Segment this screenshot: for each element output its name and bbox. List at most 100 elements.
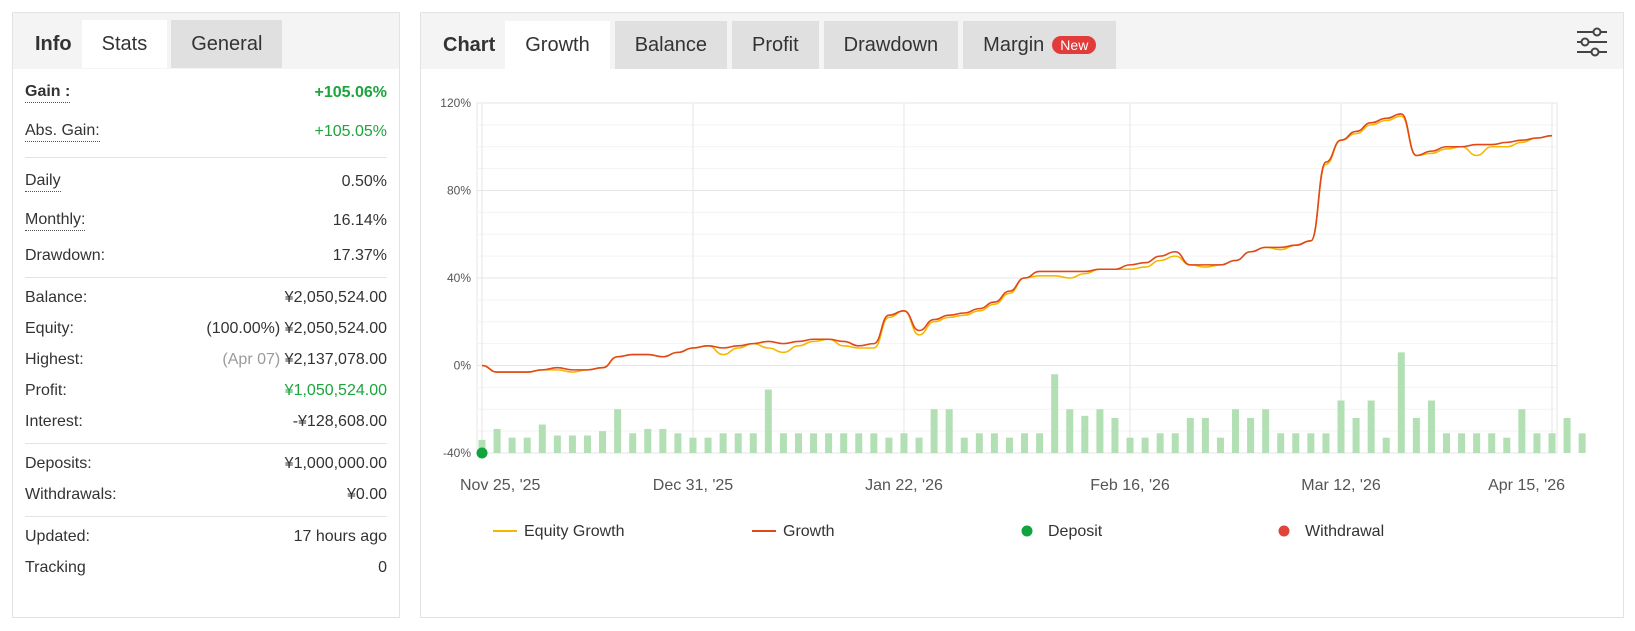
- daily-bar: [1458, 433, 1466, 453]
- daily-bar: [1518, 409, 1526, 453]
- equity-label: Equity:: [25, 319, 74, 337]
- tab-drawdown[interactable]: Drawdown: [823, 21, 959, 69]
- daily-bar: [1186, 418, 1194, 453]
- daily-bars: [478, 352, 1586, 453]
- account-group: Balance: ¥2,050,524.00 Equity: (100.00%)…: [25, 278, 387, 444]
- deposits-row: Deposits: ¥1,000,000.00: [25, 448, 387, 479]
- daily-bar: [538, 424, 546, 453]
- withdrawals-value: ¥0.00: [346, 485, 387, 503]
- chart-grid: [476, 102, 1558, 454]
- chart-tabbar: Chart Growth Balance Profit Drawdown Mar…: [421, 13, 1623, 69]
- gain-row: Gain : +105.06%: [25, 73, 387, 112]
- legend-withdrawal-swatch: [1278, 525, 1290, 537]
- daily-bar: [1397, 352, 1405, 453]
- gain-label[interactable]: Gain :: [25, 83, 71, 103]
- highest-date: (Apr 07): [222, 350, 281, 368]
- tab-stats[interactable]: Stats: [81, 20, 168, 68]
- abs-gain-label[interactable]: Abs. Gain:: [25, 122, 100, 142]
- daily-bar: [870, 433, 878, 453]
- gain-group: Gain : +105.06% Abs. Gain: +105.05%: [25, 69, 387, 158]
- daily-bar: [1563, 418, 1571, 453]
- tab-balance[interactable]: Balance: [614, 21, 727, 69]
- tracking-value: 0: [378, 558, 387, 576]
- tab-general[interactable]: General: [171, 20, 283, 68]
- daily-bar: [1503, 437, 1511, 453]
- daily-bar: [960, 437, 968, 453]
- tab-profit[interactable]: Profit: [731, 21, 819, 69]
- stats-panel: Info Stats General Gain : +105.06% Abs. …: [12, 12, 400, 618]
- daily-bar: [1036, 433, 1044, 453]
- daily-bar: [478, 439, 486, 453]
- daily-bar: [1216, 437, 1224, 453]
- daily-bar: [1488, 433, 1496, 453]
- daily-bar: [779, 433, 787, 453]
- x-axis: Nov 25, '25 Dec 31, '25 Jan 22, '26 Feb 16,…: [460, 477, 1565, 494]
- x-tick-label: Nov 25, '25: [460, 477, 541, 494]
- stats-tabbar: Info Stats General: [13, 13, 399, 69]
- daily-label[interactable]: Daily: [25, 172, 61, 192]
- growth-line: [481, 113, 1553, 373]
- chart-legend: Equity Growth Growth Deposit Withdrawal: [493, 523, 1384, 540]
- daily-bar: [990, 433, 998, 453]
- highest-value-wrap: (Apr 07) ¥2,137,078.00: [222, 351, 387, 369]
- daily-bar: [885, 437, 893, 453]
- daily-bar: [1005, 437, 1013, 453]
- daily-bar: [1533, 433, 1541, 453]
- tab-growth[interactable]: Growth: [505, 21, 610, 69]
- daily-bar: [749, 433, 757, 453]
- monthly-label[interactable]: Monthly:: [25, 211, 86, 231]
- meta-group: Updated: 17 hours ago Tracking 0: [25, 517, 387, 589]
- stats-list: Gain : +105.06% Abs. Gain: +105.05% Dail…: [13, 69, 399, 589]
- tracking-row: Tracking 0: [25, 552, 387, 583]
- daily-bar: [583, 435, 591, 453]
- balance-label: Balance:: [25, 288, 88, 306]
- y-tick-label: 80%: [447, 184, 471, 198]
- daily-bar: [810, 433, 818, 453]
- series-lines: [481, 113, 1553, 373]
- daily-bar: [900, 433, 908, 453]
- equity-row: Equity: (100.00%) ¥2,050,524.00: [25, 313, 387, 344]
- monthly-row: Monthly: 16.14%: [25, 201, 387, 240]
- daily-bar: [1412, 418, 1420, 453]
- daily-bar: [493, 428, 501, 453]
- daily-bar: [1443, 433, 1451, 453]
- daily-bar: [1473, 433, 1481, 453]
- legend-deposit-swatch: [1021, 525, 1033, 537]
- drawdown-label: Drawdown:: [25, 246, 106, 264]
- daily-bar: [915, 437, 923, 453]
- daily-bar: [1367, 400, 1375, 453]
- abs-gain-value: +105.05%: [314, 122, 387, 140]
- daily-bar: [1427, 400, 1435, 453]
- equity-percent: (100.00%): [206, 319, 281, 337]
- gain-value: +105.06%: [314, 83, 387, 101]
- x-tick-label: Dec 31, '25: [653, 477, 734, 494]
- daily-bar: [674, 433, 682, 453]
- daily-bar: [523, 437, 531, 453]
- monthly-value: 16.14%: [332, 211, 387, 229]
- daily-bar: [1262, 409, 1270, 453]
- profit-row: Profit: ¥1,050,524.00: [25, 375, 387, 406]
- sliders-icon[interactable]: [1575, 25, 1609, 59]
- daily-bar: [1337, 400, 1345, 453]
- daily-bar: [599, 431, 607, 453]
- equity-value-wrap: (100.00%) ¥2,050,524.00: [206, 320, 387, 338]
- profit-value: ¥1,050,524.00: [284, 381, 387, 399]
- markers: [476, 447, 488, 459]
- equity-value: ¥2,050,524.00: [284, 319, 387, 337]
- daily-bar: [1171, 433, 1179, 453]
- highest-value: ¥2,137,078.00: [284, 350, 387, 368]
- daily-bar: [614, 409, 622, 453]
- tab-margin[interactable]: Margin New: [963, 21, 1117, 69]
- daily-bar: [1156, 433, 1164, 453]
- daily-bar: [734, 433, 742, 453]
- tab-chart[interactable]: Chart: [443, 34, 496, 56]
- withdrawals-row: Withdrawals: ¥0.00: [25, 479, 387, 510]
- chart-panel: Chart Growth Balance Profit Drawdown Mar…: [420, 12, 1624, 618]
- tab-info[interactable]: Info: [35, 33, 72, 55]
- daily-bar: [1247, 418, 1255, 453]
- daily-bar: [629, 433, 637, 453]
- interest-value: -¥128,608.00: [292, 412, 387, 430]
- daily-bar: [1578, 433, 1586, 453]
- daily-bar: [764, 389, 772, 453]
- profit-label: Profit:: [25, 381, 67, 399]
